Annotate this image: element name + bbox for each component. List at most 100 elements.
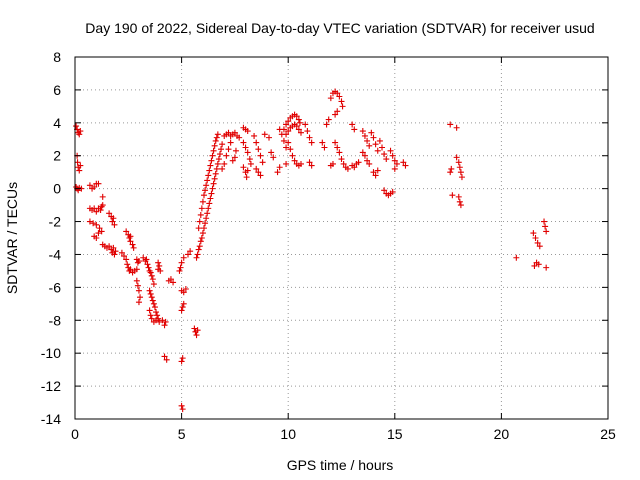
- data-point: [513, 254, 520, 261]
- data-point: [218, 146, 225, 153]
- data-point: [193, 254, 200, 261]
- x-tick-label: 25: [600, 426, 616, 442]
- data-point: [251, 132, 258, 139]
- data-point: [180, 300, 187, 307]
- data-point: [140, 254, 147, 261]
- data-point: [151, 304, 158, 311]
- data-point: [229, 157, 236, 164]
- data-point: [206, 167, 213, 174]
- data-point: [162, 318, 169, 325]
- data-point: [227, 139, 234, 146]
- data-points: [73, 88, 550, 413]
- data-point: [231, 154, 238, 161]
- data-point: [109, 218, 116, 225]
- data-point: [210, 180, 217, 187]
- data-point: [283, 160, 290, 167]
- data-point: [389, 188, 396, 195]
- data-point: [359, 128, 366, 135]
- data-point: [531, 262, 538, 269]
- data-point: [321, 144, 328, 151]
- grid-lines: [75, 57, 608, 419]
- data-point: [147, 290, 154, 297]
- data-point: [213, 134, 220, 141]
- data-point: [137, 294, 144, 301]
- data-point: [209, 152, 216, 159]
- data-point: [208, 190, 215, 197]
- data-point: [90, 220, 97, 227]
- data-point: [351, 126, 358, 133]
- data-point: [200, 225, 207, 232]
- data-point: [536, 243, 543, 250]
- data-point: [325, 116, 332, 123]
- data-point: [366, 160, 373, 167]
- data-point: [391, 157, 398, 164]
- data-point: [244, 167, 251, 174]
- data-point: [535, 261, 542, 268]
- data-point: [327, 95, 334, 102]
- y-tick-label: 6: [53, 82, 61, 98]
- x-tick-label: 10: [280, 426, 296, 442]
- data-point: [99, 202, 106, 209]
- data-point: [297, 129, 304, 136]
- data-point: [244, 128, 251, 135]
- data-point: [393, 160, 400, 167]
- data-point: [195, 246, 202, 253]
- data-point: [381, 151, 388, 158]
- data-point: [144, 261, 151, 268]
- data-point: [123, 228, 130, 235]
- data-point: [95, 230, 102, 237]
- x-tick-label: 5: [178, 426, 186, 442]
- data-point: [194, 327, 201, 334]
- data-point: [379, 144, 386, 151]
- data-point: [368, 129, 375, 136]
- data-point: [280, 126, 287, 133]
- data-point: [391, 165, 398, 172]
- data-point: [121, 253, 128, 260]
- data-point: [148, 294, 155, 301]
- data-point: [180, 289, 187, 296]
- data-point: [184, 251, 191, 258]
- data-point: [259, 159, 266, 166]
- data-point: [543, 264, 550, 271]
- data-point: [457, 202, 464, 209]
- data-point: [163, 356, 170, 363]
- data-point: [253, 165, 260, 172]
- data-point: [255, 146, 262, 153]
- data-point: [295, 116, 302, 123]
- data-point: [289, 152, 296, 159]
- data-point: [204, 177, 211, 184]
- data-point: [129, 241, 136, 248]
- data-point: [146, 307, 153, 314]
- data-point: [124, 261, 131, 268]
- data-point: [197, 211, 204, 218]
- data-point: [253, 139, 260, 146]
- data-point: [223, 152, 230, 159]
- data-point: [178, 307, 185, 314]
- data-point: [196, 243, 203, 250]
- data-point: [204, 210, 211, 217]
- data-point: [455, 159, 462, 166]
- data-point: [86, 218, 93, 225]
- data-point: [98, 228, 105, 235]
- data-point: [106, 243, 113, 250]
- data-point: [323, 121, 330, 128]
- data-point: [176, 267, 183, 274]
- data-point: [207, 162, 214, 169]
- data-point: [374, 147, 381, 154]
- data-point: [147, 312, 154, 319]
- data-point: [150, 300, 157, 307]
- data-point: [207, 195, 214, 202]
- y-tick-label: 2: [53, 148, 61, 164]
- data-point: [155, 266, 162, 273]
- data-point: [145, 264, 152, 271]
- data-point: [112, 248, 119, 255]
- chart-title: Day 190 of 2022, Sidereal Day-to-day VTE…: [85, 20, 594, 36]
- x-axis-label: GPS time / hours: [287, 457, 394, 473]
- data-point: [257, 172, 264, 179]
- data-point: [167, 276, 174, 283]
- data-point: [306, 134, 313, 141]
- y-tick-label: 4: [53, 115, 61, 131]
- data-point: [285, 128, 292, 135]
- data-point: [135, 258, 142, 265]
- data-point: [93, 235, 100, 241]
